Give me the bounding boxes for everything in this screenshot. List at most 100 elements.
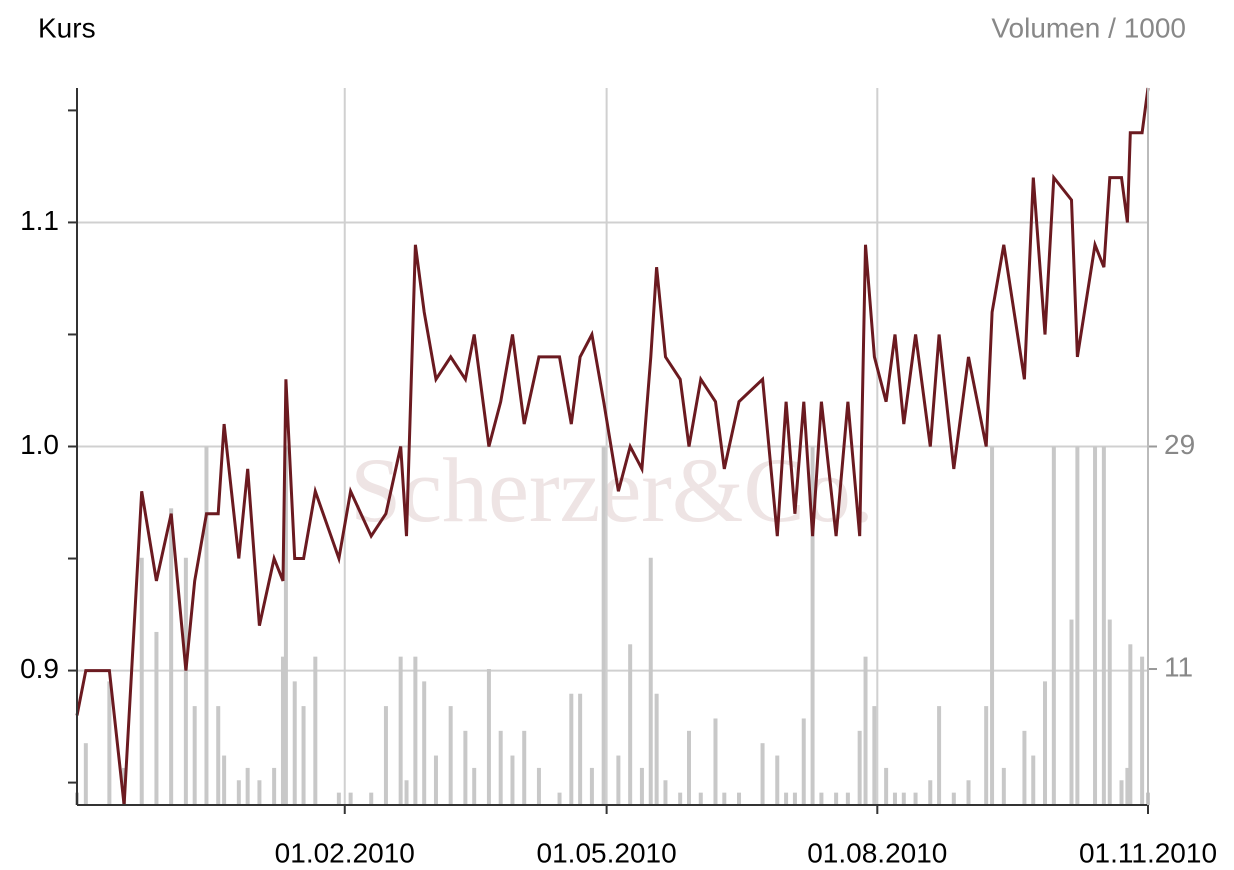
volume-bar	[1107, 619, 1112, 805]
volume-bar	[845, 792, 850, 805]
volume-bar	[472, 767, 477, 805]
volume-bar	[616, 755, 621, 805]
y2-tick-label: 29	[1164, 429, 1195, 460]
volume-bar	[1069, 619, 1074, 805]
volume-bar	[557, 792, 562, 805]
volume-bar	[369, 792, 374, 805]
volume-bar	[713, 718, 718, 805]
volume-bar	[236, 780, 241, 805]
volume-bar	[107, 681, 112, 805]
volume-bar	[1022, 730, 1027, 805]
volume-bar	[413, 656, 418, 805]
volume-bar	[1031, 755, 1036, 805]
axes: 0.9 1.0 1.1 11 29 01.02.2010 01.05.2010 01.08.2…	[20, 88, 1217, 868]
x-tick-label: 01.08.2010	[807, 837, 947, 868]
volume-bar	[984, 706, 989, 805]
x-tick-label: 01.05.2010	[537, 837, 677, 868]
volume-bar	[498, 730, 503, 805]
volume-bar	[404, 780, 409, 805]
y2-axis-title: Volumen / 1000	[991, 12, 1186, 43]
volume-bar	[272, 767, 277, 805]
volume-bar	[654, 693, 659, 805]
volume-bar	[834, 792, 839, 805]
volume-bar	[698, 792, 703, 805]
y-tick-label: 1.1	[20, 205, 59, 236]
volume-bar	[510, 755, 515, 805]
volume-bar	[678, 792, 683, 805]
price-line	[75, 87, 1150, 806]
volume-bar	[522, 730, 527, 805]
volume-bar	[857, 730, 862, 805]
volume-bar	[810, 446, 815, 805]
volume-bar	[884, 767, 889, 805]
volume-bar	[222, 755, 227, 805]
volume-bar	[169, 508, 174, 805]
volume-bar	[1051, 446, 1056, 805]
volume-bar	[154, 631, 159, 805]
volume-bar	[722, 792, 727, 805]
volume-bar	[589, 767, 594, 805]
volume-bar	[1128, 644, 1133, 805]
volume-bar	[301, 706, 306, 805]
volume-bar	[204, 446, 209, 805]
y-axis-title: Kurs	[38, 12, 96, 43]
x-tick-label: 01.02.2010	[275, 837, 415, 868]
volume-bar	[1001, 767, 1006, 805]
volume-bar	[486, 669, 491, 805]
volume-bar	[639, 767, 644, 805]
volume-bar	[183, 557, 188, 805]
volume-bar	[928, 780, 933, 805]
volume-bar	[1119, 780, 1124, 805]
volume-bar	[760, 743, 765, 805]
volume-bar	[569, 693, 574, 805]
volume-bar	[536, 767, 541, 805]
volume-bar	[872, 706, 877, 805]
volume-bar	[283, 446, 288, 805]
volume-bar	[951, 792, 956, 805]
volume-bar	[784, 792, 789, 805]
volume-bar	[348, 792, 353, 805]
volume-bar	[280, 656, 285, 805]
volume-bar	[1125, 767, 1130, 805]
volume-bar	[937, 706, 942, 805]
volume-bar	[663, 780, 668, 805]
volume-bar	[737, 792, 742, 805]
volume-bar	[819, 792, 824, 805]
volume-bar	[775, 755, 780, 805]
volume-bar	[901, 792, 906, 805]
volume-bar	[1093, 446, 1098, 805]
volume-bar	[913, 792, 918, 805]
volume-bar	[966, 780, 971, 805]
volume-bar	[1043, 681, 1048, 805]
volume-bar	[648, 557, 653, 805]
volume-bar	[433, 755, 438, 805]
volume-bar	[216, 706, 221, 805]
price-line	[75, 87, 1150, 806]
volume-bar	[398, 656, 403, 805]
volume-bar	[422, 681, 427, 805]
volume-bar	[257, 780, 262, 805]
y-tick-label: 1.0	[20, 429, 59, 460]
volume-bar	[801, 718, 806, 805]
y-tick-label: 0.9	[20, 653, 59, 684]
volume-bar	[1075, 446, 1080, 805]
volume-bar	[192, 706, 197, 805]
volume-bar	[863, 656, 868, 805]
volume-bar	[578, 693, 583, 805]
volume-bar	[1101, 446, 1106, 805]
volume-bar	[313, 656, 318, 805]
x-tick-label: 01.11.2010	[1079, 837, 1217, 868]
volume-bar	[139, 557, 144, 805]
volume-bar	[792, 792, 797, 805]
volume-bar	[245, 767, 250, 805]
y2-tick-label: 11	[1164, 651, 1193, 682]
volume-bar	[383, 706, 388, 805]
volume-bar	[448, 706, 453, 805]
volume-bar	[990, 446, 995, 805]
volume-bar	[1140, 656, 1145, 805]
volume-bar	[601, 446, 606, 805]
volume-bar	[336, 792, 341, 805]
volume-bar	[463, 730, 468, 805]
